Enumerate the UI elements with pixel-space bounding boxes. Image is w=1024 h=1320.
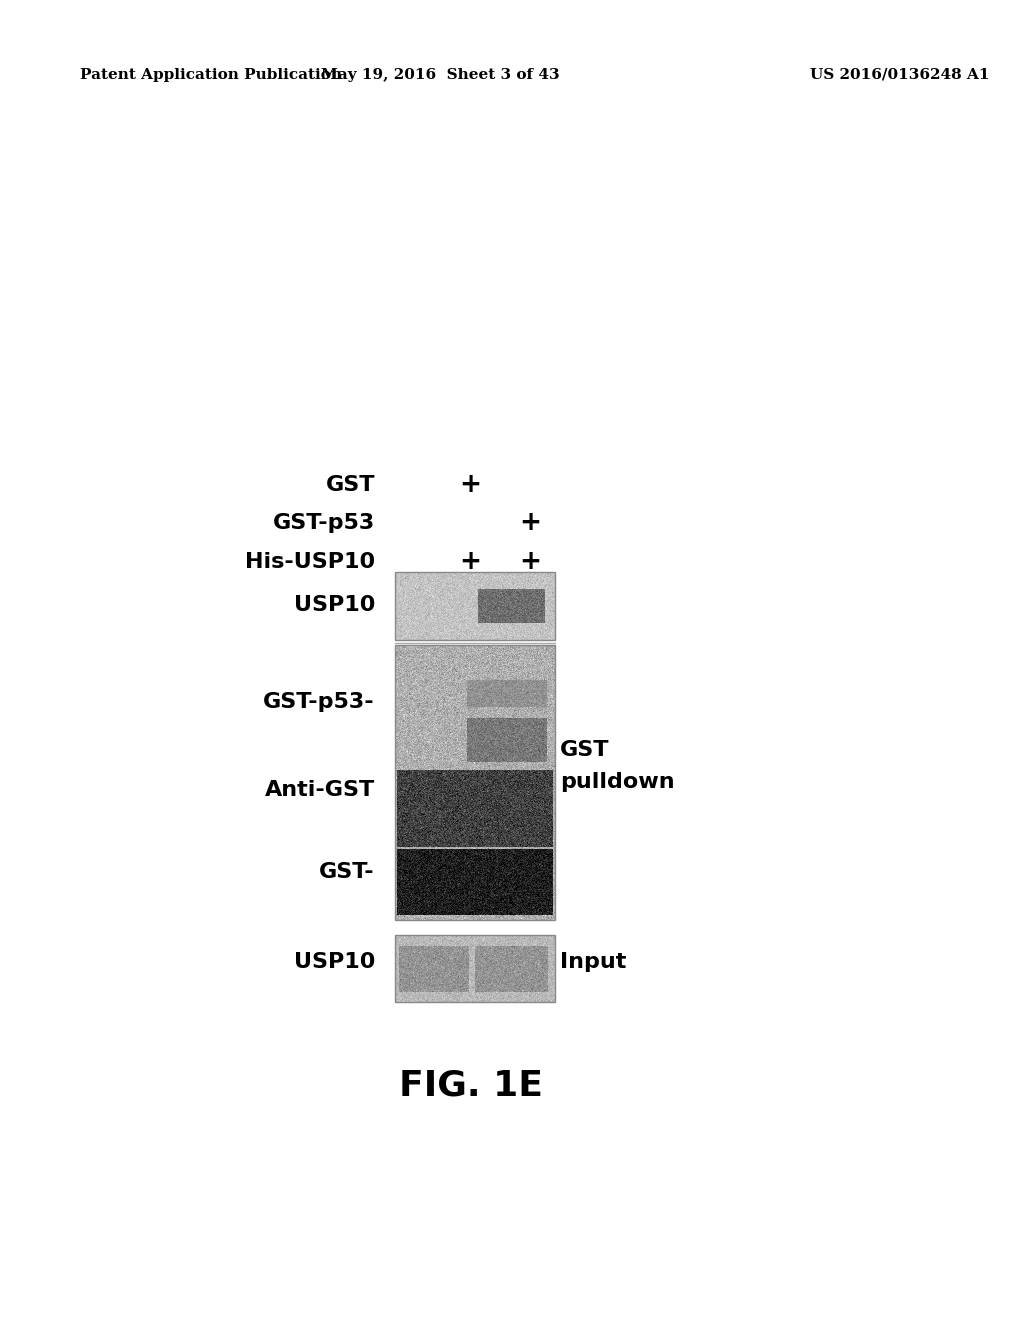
Text: His-USP10: His-USP10	[245, 552, 375, 572]
Text: GST-: GST-	[319, 862, 375, 882]
Text: pulldown: pulldown	[560, 772, 675, 792]
Text: May 19, 2016  Sheet 3 of 43: May 19, 2016 Sheet 3 of 43	[321, 69, 559, 82]
Text: +: +	[459, 473, 481, 498]
Text: Anti-GST: Anti-GST	[265, 780, 375, 800]
Text: GST-p53-: GST-p53-	[263, 692, 375, 711]
Text: GST-p53: GST-p53	[272, 513, 375, 533]
Bar	[395, 572, 555, 640]
Text: USP10: USP10	[294, 952, 375, 972]
Text: GST: GST	[326, 475, 375, 495]
Text: US 2016/0136248 A1: US 2016/0136248 A1	[810, 69, 990, 82]
Text: USP10: USP10	[294, 595, 375, 615]
Text: GST: GST	[560, 741, 609, 760]
Bar	[395, 935, 555, 1002]
Text: Input: Input	[560, 952, 627, 972]
Text: +: +	[519, 549, 541, 576]
Text: +: +	[459, 549, 481, 576]
Bar	[395, 645, 555, 920]
Text: +: +	[519, 510, 541, 536]
Text: FIG. 1E: FIG. 1E	[399, 1068, 543, 1102]
Text: Patent Application Publication: Patent Application Publication	[80, 69, 342, 82]
